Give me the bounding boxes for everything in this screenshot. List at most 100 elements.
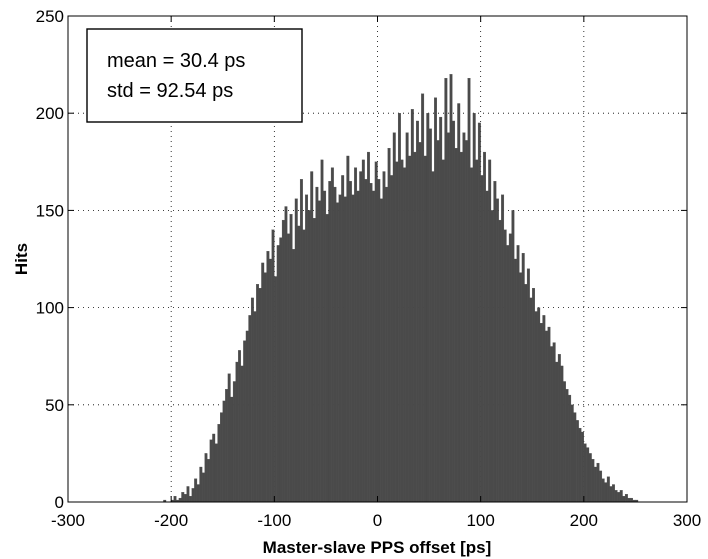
histogram-bar bbox=[274, 276, 278, 503]
histogram-bar bbox=[256, 284, 260, 503]
histogram-bar bbox=[266, 251, 270, 503]
histogram-bar bbox=[336, 202, 339, 503]
histogram-bar bbox=[565, 389, 569, 503]
histogram-bar bbox=[374, 161, 378, 503]
histogram-bar bbox=[588, 453, 592, 503]
histogram-bar bbox=[544, 330, 548, 503]
histogram-bar bbox=[563, 381, 566, 503]
histogram-bar bbox=[183, 494, 187, 503]
histogram-bar bbox=[240, 365, 244, 503]
histogram-bar bbox=[436, 140, 440, 503]
histogram-bar bbox=[292, 249, 296, 503]
histogram-bar bbox=[521, 253, 525, 503]
histogram-bar bbox=[343, 196, 347, 503]
histogram-bar bbox=[601, 478, 605, 503]
histogram-bar bbox=[372, 190, 376, 503]
histogram-bar bbox=[488, 159, 492, 503]
histogram-bar bbox=[341, 175, 345, 503]
histogram-bar bbox=[514, 258, 517, 503]
histogram-bar bbox=[214, 443, 218, 503]
histogram-bar bbox=[485, 190, 489, 503]
histogram-bar bbox=[232, 381, 236, 503]
histogram-bar bbox=[351, 194, 355, 503]
histogram-bar bbox=[281, 219, 285, 503]
histogram-bar bbox=[462, 132, 466, 503]
histogram-bar bbox=[263, 272, 267, 503]
histogram-bar bbox=[524, 284, 528, 503]
histogram-bar bbox=[511, 210, 515, 503]
x-tick-label: 0 bbox=[373, 511, 382, 530]
histogram-bar bbox=[310, 171, 314, 503]
histogram-bar bbox=[612, 484, 615, 503]
histogram-bar bbox=[586, 447, 590, 503]
histogram-bar bbox=[348, 181, 352, 503]
histogram-bar bbox=[227, 373, 231, 503]
histogram-bar bbox=[495, 198, 499, 503]
histogram-bar bbox=[431, 171, 435, 503]
histogram-bar bbox=[261, 262, 265, 503]
histogram-bar bbox=[467, 78, 471, 503]
histogram-bar bbox=[575, 420, 579, 503]
histogram-bar bbox=[305, 194, 309, 503]
histogram-bar bbox=[416, 120, 419, 503]
histogram-bar bbox=[539, 323, 543, 503]
histogram-bar bbox=[289, 214, 293, 503]
histogram-bar bbox=[408, 155, 412, 503]
histogram-bar bbox=[323, 190, 327, 503]
histogram-bar bbox=[238, 350, 241, 503]
histogram-bar bbox=[189, 496, 192, 503]
histogram-bar bbox=[454, 148, 458, 503]
y-tick-label: 50 bbox=[45, 396, 64, 415]
histogram-bar bbox=[191, 488, 195, 503]
histogram-bar bbox=[271, 229, 275, 503]
x-tick-label: -300 bbox=[51, 511, 85, 530]
histogram-bar bbox=[354, 167, 358, 503]
histogram-bar bbox=[312, 218, 316, 503]
histogram-bar bbox=[426, 113, 430, 503]
histogram-bar bbox=[196, 484, 200, 503]
histogram-bar bbox=[444, 78, 448, 503]
histogram-bar bbox=[397, 113, 401, 503]
histogram-bar bbox=[328, 181, 332, 503]
histogram-bar bbox=[457, 103, 461, 503]
x-axis-title: Master-slave PPS offset [ps] bbox=[263, 538, 492, 557]
histogram-bar bbox=[542, 315, 546, 503]
histogram-bar bbox=[519, 272, 523, 503]
histogram-bar bbox=[333, 186, 337, 503]
histogram-bar bbox=[483, 151, 486, 503]
histogram-bar bbox=[173, 496, 177, 503]
histogram-bar bbox=[428, 128, 432, 503]
histogram-bar bbox=[501, 194, 505, 503]
histogram-bar bbox=[258, 288, 262, 503]
histogram-bar bbox=[560, 365, 564, 503]
histogram-bar bbox=[253, 311, 257, 503]
histogram-bar bbox=[506, 245, 510, 503]
histogram-bar bbox=[279, 237, 283, 503]
histogram-bar bbox=[472, 113, 476, 503]
y-tick-label: 250 bbox=[36, 7, 64, 26]
y-tick-label: 100 bbox=[36, 299, 64, 318]
histogram-bar bbox=[581, 431, 584, 503]
stats-legend-box: mean = 30.4 ps std = 92.54 ps bbox=[86, 28, 303, 123]
histogram-bar bbox=[199, 466, 203, 503]
histogram-bar bbox=[449, 74, 453, 503]
histogram-bar bbox=[318, 200, 321, 503]
histogram-bar bbox=[604, 482, 608, 503]
histogram-bar bbox=[299, 179, 303, 503]
histogram-bar bbox=[385, 186, 388, 503]
histogram-bar bbox=[307, 210, 311, 503]
histogram-bar bbox=[392, 132, 396, 503]
histogram-bar bbox=[537, 307, 541, 503]
histogram-bar bbox=[493, 181, 497, 503]
axis-ticks bbox=[67, 15, 688, 503]
histogram-bar bbox=[498, 219, 502, 503]
histogram-bar bbox=[434, 97, 437, 503]
histogram-bar bbox=[225, 389, 229, 503]
histogram-bar bbox=[222, 400, 226, 503]
y-tick-label: 200 bbox=[36, 104, 64, 123]
histogram-bar bbox=[405, 132, 409, 503]
histogram-bar bbox=[452, 120, 456, 503]
histogram-bar bbox=[403, 167, 407, 503]
histogram-bar bbox=[294, 198, 298, 503]
histogram-bar bbox=[302, 229, 306, 503]
